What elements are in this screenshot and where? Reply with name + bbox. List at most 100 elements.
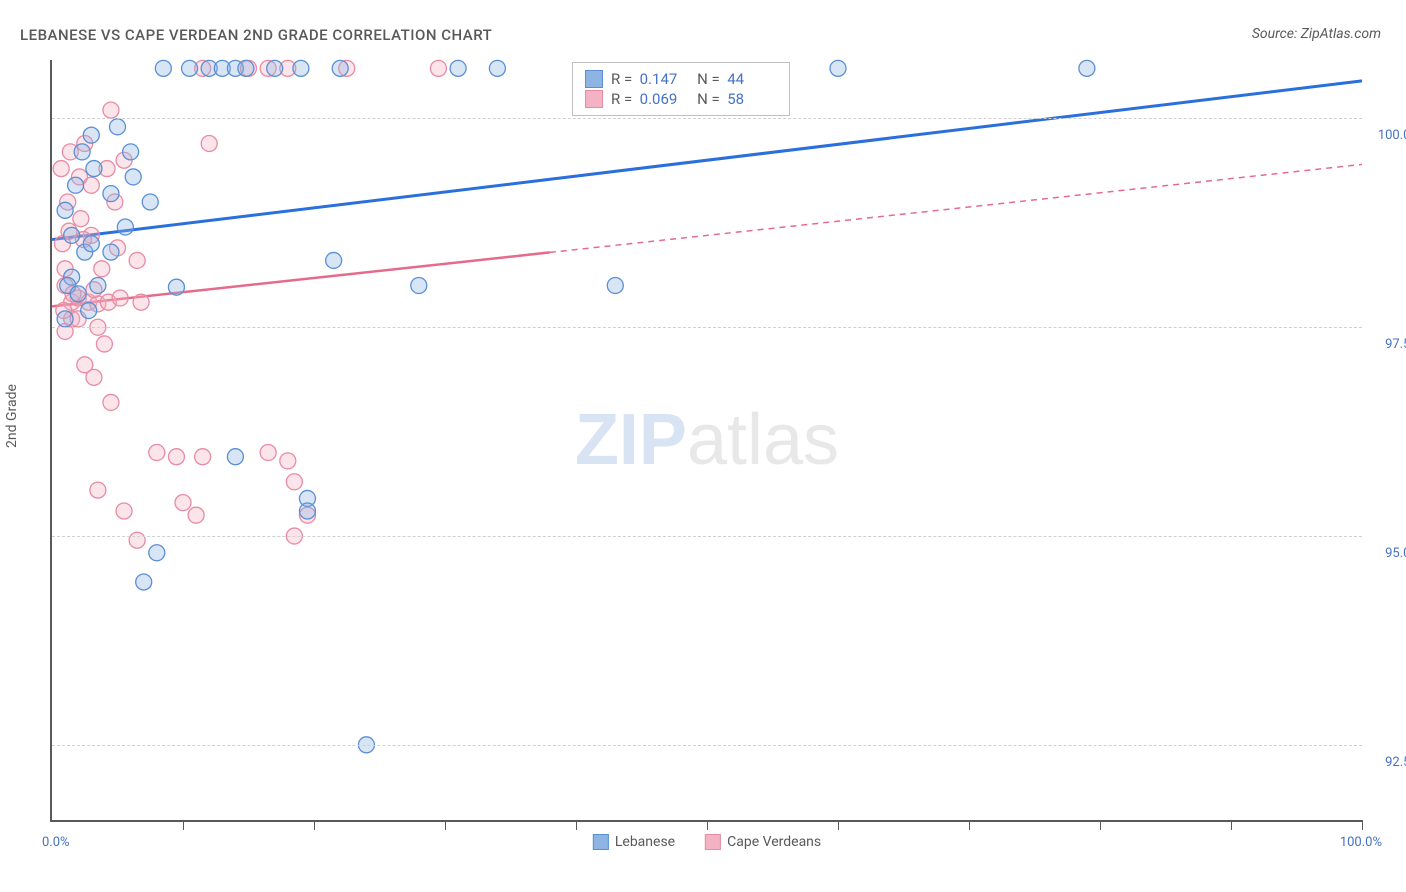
x-tick — [1100, 820, 1101, 830]
chart-container: LEBANESE VS CAPE VERDEAN 2ND GRADE CORRE… — [0, 0, 1406, 892]
x-tick — [838, 820, 839, 830]
plot-area: ZIPatlas R = 0.147 N = 44R = 0.069 N = 5… — [50, 60, 1362, 822]
legend-label: Cape Verdeans — [727, 834, 821, 850]
lebanese-point — [57, 202, 73, 218]
stats-swatch — [585, 70, 603, 88]
cape_verdeans-point — [83, 177, 99, 193]
cape_verdeans-point — [188, 507, 204, 523]
lebanese-point — [90, 277, 106, 293]
cape_verdeans-point — [96, 336, 112, 352]
y-tick-label: 92.5% — [1385, 755, 1406, 770]
lebanese-point — [450, 60, 466, 76]
lebanese-point — [81, 303, 97, 319]
x-axis-max-label: 100.0% — [1340, 835, 1382, 850]
lebanese-point — [267, 60, 283, 76]
legend-item-cape_verdeans: Cape Verdeans — [705, 834, 821, 850]
lebanese-point — [489, 60, 505, 76]
cape_verdeans-point — [103, 394, 119, 410]
grid-line — [52, 327, 1362, 328]
legend-bottom: Lebanese Cape Verdeans — [593, 834, 821, 850]
cape_verdeans-point — [129, 532, 145, 548]
lebanese-point — [149, 545, 165, 561]
cape_verdeans-trendline-dashed — [550, 164, 1362, 252]
cape_verdeans-point — [53, 161, 69, 177]
x-tick — [969, 820, 970, 830]
cape_verdeans-point — [168, 449, 184, 465]
lebanese-point — [123, 144, 139, 160]
cape_verdeans-point — [112, 290, 128, 306]
lebanese-point — [155, 60, 171, 76]
lebanese-point — [142, 194, 158, 210]
y-tick-label: 100.0% — [1378, 128, 1406, 143]
lebanese-point — [64, 227, 80, 243]
cape_verdeans-point — [280, 453, 296, 469]
x-tick — [1231, 820, 1232, 830]
cape_verdeans-point — [133, 294, 149, 310]
lebanese-point — [117, 219, 133, 235]
stats-row: R = 0.069 N = 58 — [585, 90, 777, 108]
x-tick — [314, 820, 315, 830]
x-axis-min-label: 0.0% — [42, 835, 70, 850]
plot-svg — [52, 60, 1362, 820]
lebanese-point — [326, 252, 342, 268]
lebanese-point — [103, 244, 119, 260]
lebanese-point — [332, 60, 348, 76]
lebanese-point — [607, 277, 623, 293]
lebanese-point — [238, 60, 254, 76]
cape_verdeans-point — [73, 211, 89, 227]
cape_verdeans-point — [260, 445, 276, 461]
lebanese-point — [136, 574, 152, 590]
lebanese-point — [830, 60, 846, 76]
source-label: Source: ZipAtlas.com — [1252, 26, 1381, 42]
legend-label: Lebanese — [615, 834, 675, 850]
cape_verdeans-point — [103, 102, 119, 118]
grid-line — [52, 536, 1362, 537]
x-tick — [707, 820, 708, 830]
x-tick — [183, 820, 184, 830]
lebanese-point — [103, 186, 119, 202]
cape_verdeans-point — [94, 261, 110, 277]
stats-box: R = 0.147 N = 44 R = 0.069 N = 58 — [572, 62, 790, 116]
x-tick — [445, 820, 446, 830]
lebanese-point — [83, 127, 99, 143]
lebanese-point — [293, 60, 309, 76]
legend-swatch — [593, 834, 609, 850]
lebanese-point — [182, 60, 198, 76]
x-tick — [1362, 820, 1363, 830]
lebanese-point — [411, 277, 427, 293]
lebanese-point — [83, 236, 99, 252]
cape_verdeans-point — [86, 369, 102, 385]
cape_verdeans-point — [149, 445, 165, 461]
x-tick — [576, 820, 577, 830]
stats-text: R = 0.147 N = 44 — [611, 70, 777, 88]
grid-line — [52, 745, 1362, 746]
grid-line — [52, 118, 1362, 119]
lebanese-point — [168, 279, 184, 295]
cape_verdeans-point — [175, 495, 191, 511]
lebanese-point — [110, 119, 126, 135]
cape_verdeans-point — [195, 449, 211, 465]
legend-swatch — [705, 834, 721, 850]
lebanese-point — [125, 169, 141, 185]
chart-title: LEBANESE VS CAPE VERDEAN 2ND GRADE CORRE… — [20, 26, 492, 44]
lebanese-point — [57, 311, 73, 327]
y-axis-title: 2nd Grade — [4, 384, 20, 448]
cape_verdeans-point — [116, 503, 132, 519]
cape_verdeans-point — [90, 482, 106, 498]
y-tick-label: 95.0% — [1385, 546, 1406, 561]
legend-item-lebanese: Lebanese — [593, 834, 675, 850]
y-tick-label: 97.5% — [1385, 337, 1406, 352]
cape_verdeans-point — [201, 136, 217, 152]
stats-swatch — [585, 90, 603, 108]
cape_verdeans-point — [286, 474, 302, 490]
stats-text: R = 0.069 N = 58 — [611, 90, 777, 108]
lebanese-point — [86, 161, 102, 177]
cape_verdeans-point — [430, 60, 446, 76]
lebanese-point — [1079, 60, 1095, 76]
lebanese-point — [227, 449, 243, 465]
lebanese-point — [70, 286, 86, 302]
stats-row: R = 0.147 N = 44 — [585, 70, 777, 88]
cape_verdeans-point — [129, 252, 145, 268]
lebanese-point — [74, 144, 90, 160]
lebanese-point — [68, 177, 84, 193]
